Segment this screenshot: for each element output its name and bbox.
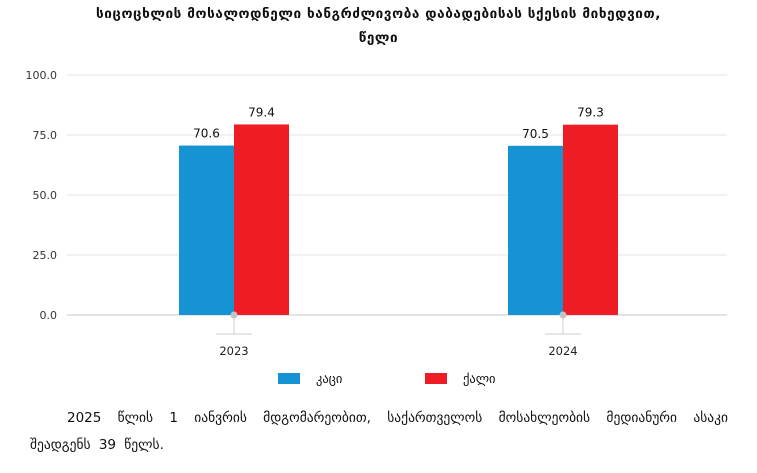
x-axis-marker [559,311,567,319]
data-label: 79.4 [248,105,275,119]
y-tick-label: 25.0 [33,249,58,262]
y-tick-label: 75.0 [33,129,58,142]
data-label: 70.6 [193,127,220,141]
bar-male-2023 [179,145,234,315]
bar-male-2024 [508,145,563,315]
bars [179,124,618,316]
y-tick-label: 100.0 [26,69,58,82]
legend-swatch-female [425,373,447,384]
legend-label: ქალი [463,371,496,386]
y-axis-ticks: 0.0 25.0 50.0 75.0 100.0 [26,69,58,322]
x-axis-marker [230,311,238,319]
legend: კაცი ქალი [278,371,496,386]
footnote-text: 2025 წლის 1 იანვრის მდგომარეობით, საქართ… [30,410,728,453]
bar-chart: 0.0 25.0 50.0 75.0 100.0 70.6 79.4 70.5 79.3 20… [26,69,727,386]
data-label: 79.3 [577,106,604,120]
chart-title: სიცოცხლის მოსალოდნელი ხანგრძლივობა დაბად… [96,6,661,22]
legend-swatch-male [278,373,300,384]
gridlines [67,74,727,316]
y-tick-label: 50.0 [33,189,58,202]
y-tick-label: 0.0 [40,309,58,322]
data-labels: 70.6 79.4 70.5 79.3 [193,105,604,140]
legend-label: კაცი [316,371,342,386]
x-tick-label: 2024 [548,344,577,358]
bar-female-2023 [234,124,289,315]
chart-title-unit: წელი [358,30,399,46]
x-tick-label: 2023 [219,344,248,358]
data-label: 70.5 [522,127,549,141]
x-axis: 2023 2024 [216,311,581,358]
bar-female-2024 [563,124,618,316]
